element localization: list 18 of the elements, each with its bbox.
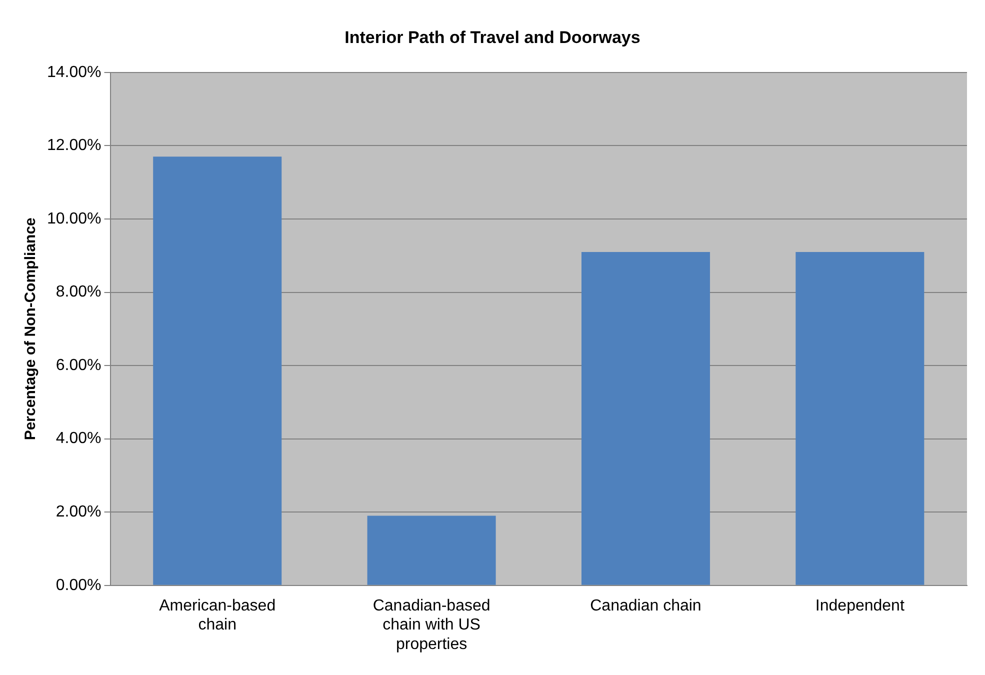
y-tick-label: 4.00% <box>56 430 102 448</box>
chart-title: Interior Path of Travel and Doorways <box>344 28 640 47</box>
bar <box>367 516 496 585</box>
x-tick-label: American-based chain <box>159 597 276 634</box>
y-tick-label: 2.00% <box>56 504 102 521</box>
y-axis-title: Percentage of Non-Compliance <box>22 218 40 440</box>
bar <box>796 252 924 585</box>
y-tick-label: 8.00% <box>56 284 102 301</box>
y-tick-label: 0.00% <box>56 576 102 594</box>
y-tick-label: 14.00% <box>47 64 102 81</box>
y-tick-label: 10.00% <box>47 210 102 228</box>
y-tick-label: 6.00% <box>56 356 102 374</box>
x-tick-label: Independent <box>815 597 905 614</box>
y-tick-label: 12.00% <box>47 137 102 154</box>
x-tick-label: Canadian-based chain with US properties <box>372 597 490 653</box>
bar <box>581 252 710 585</box>
x-tick-label: Canadian chain <box>590 597 702 614</box>
bar <box>153 156 282 585</box>
